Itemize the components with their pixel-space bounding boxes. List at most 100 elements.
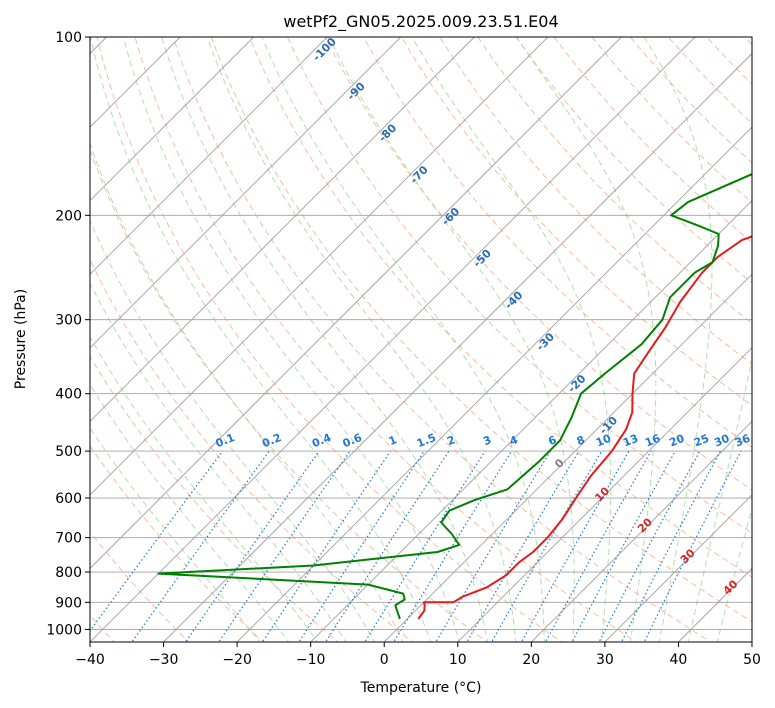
mixing-ratio-line [131, 450, 270, 642]
isotherm-line [531, 420, 752, 642]
isotherm-label: -10 [597, 414, 620, 437]
dry-adiabat [90, 258, 414, 642]
mixing-ratio-label: 25 [692, 432, 711, 450]
mixing-ratio-line [90, 450, 223, 632]
data-layer [157, 173, 752, 620]
grid-layer [90, 24, 775, 645]
y-tick-label: 700 [55, 531, 82, 547]
mixing-ratio-line [393, 450, 513, 642]
mixing-ratio-line [620, 450, 721, 642]
isotherm-line [90, 37, 328, 275]
y-tick-label: 400 [55, 387, 82, 403]
isotherm-label: -100 [310, 35, 339, 64]
dry-adiabat [667, 37, 752, 125]
mixing-ratio-line [571, 450, 676, 642]
dewpoint-profile-line [157, 173, 752, 620]
dry-adiabat [705, 37, 752, 85]
dry-adiabat [134, 37, 638, 642]
dry-adiabat [770, 24, 775, 645]
mixing-ratio-line [218, 450, 351, 642]
moist-adiabat [90, 219, 375, 642]
x-tick-label: 50 [743, 652, 761, 668]
moist-adiabat [90, 282, 347, 642]
mixing-ratio-line [598, 450, 701, 642]
moist-adiabat-label: 10 [592, 484, 612, 504]
isotherm-line [751, 641, 752, 642]
x-tick-label: 0 [380, 652, 389, 668]
isotherm-label: -70 [408, 163, 431, 186]
isotherm-label: -60 [439, 205, 462, 228]
y-tick-label: 800 [55, 565, 82, 581]
y-tick-label: 1000 [46, 622, 82, 638]
dry-adiabat [324, 37, 752, 491]
isotherm-label: -90 [345, 79, 368, 102]
dry-adiabat [90, 445, 264, 642]
x-tick-label: −10 [296, 652, 326, 668]
y-tick-label: 600 [55, 491, 82, 507]
x-tick-label: 20 [522, 652, 540, 668]
mixing-ratio-line [364, 450, 486, 642]
isotherm-line [236, 126, 752, 642]
x-tick-label: 40 [669, 652, 687, 668]
moist-adiabat [716, 506, 752, 642]
mixing-ratio-label: 0.4 [310, 431, 333, 450]
mixing-ratio-line [466, 450, 580, 642]
y-tick-label: 300 [55, 313, 82, 329]
plot-frame [89, 36, 753, 643]
dry-adiabat [90, 148, 488, 642]
isotherm-label: -30 [534, 330, 557, 353]
mixing-ratio-label: 3 [481, 433, 493, 448]
isotherm-line [90, 37, 696, 642]
mixing-ratio-label: 0.1 [214, 431, 237, 450]
mixing-ratio-label: 13 [621, 432, 640, 450]
y-tick-label: 100 [55, 30, 82, 46]
mixing-ratio-label: 10 [594, 432, 613, 450]
moist-adiabat [206, 37, 517, 642]
moist-adiabat-label: 30 [678, 546, 698, 566]
x-tick-label: 10 [449, 652, 467, 668]
mixing-ratio-label: 0.2 [260, 431, 283, 450]
dry-adiabat [401, 37, 752, 407]
mixing-ratio-line [184, 450, 320, 642]
mixing-ratio-label: 1.5 [415, 431, 438, 450]
y-tick-label: 200 [55, 208, 82, 224]
mixing-ratio-label: 0.6 [341, 431, 364, 450]
temperature-profile-line [417, 235, 752, 620]
y-axis-title: Pressure (hPa) [13, 289, 29, 389]
x-axis-title: Temperature (°C) [360, 680, 482, 696]
isotherm-line [90, 37, 402, 349]
isopleth-labels: 0.1 0.2 0.4 0.6 1 1.5 2 3 4 6 8 10 13 16 20 25 30 36-100-… [214, 35, 753, 598]
mixing-ratio-label: 16 [643, 432, 662, 450]
mixing-ratio-line [324, 450, 450, 642]
mixing-ratio-label: 36 [733, 432, 752, 450]
isotherm-line [90, 37, 254, 202]
mixing-ratio-line [298, 450, 425, 642]
isotherm-line [604, 494, 752, 642]
isotherm-label: -20 [565, 372, 588, 395]
moist-adiabat-label: 20 [635, 515, 655, 535]
isotherm-label: -40 [502, 288, 525, 311]
x-tick-label: −20 [222, 652, 252, 668]
moist-adiabat-label: 40 [721, 577, 741, 597]
mixing-ratio-label: 8 [575, 433, 587, 448]
dry-adiabat [96, 37, 563, 642]
isotherm-line [90, 37, 622, 570]
dry-adiabat [363, 37, 752, 449]
isotherm-line [310, 200, 752, 642]
x-tick-label: −30 [149, 652, 179, 668]
x-tick-label: 30 [596, 652, 614, 668]
axes-layer: −40 −30 −20 −10 0 10 20 30 40 50 100 200 300 400 500 60… [46, 30, 761, 668]
y-tick-label: 900 [55, 595, 82, 611]
isotherm-line [163, 52, 752, 642]
mixing-ratio-label: 2 [445, 433, 457, 448]
isotherm-line [457, 347, 752, 642]
moist-adiabat [90, 37, 432, 642]
y-tick-label: 500 [55, 444, 82, 460]
isotherm-line [383, 273, 752, 642]
mixing-ratio-line [261, 450, 391, 642]
mixing-ratio-label: 20 [667, 432, 686, 450]
isotherm-label: -50 [471, 247, 494, 270]
mixing-ratio-label: 30 [712, 432, 731, 450]
dry-adiabat [286, 37, 752, 534]
